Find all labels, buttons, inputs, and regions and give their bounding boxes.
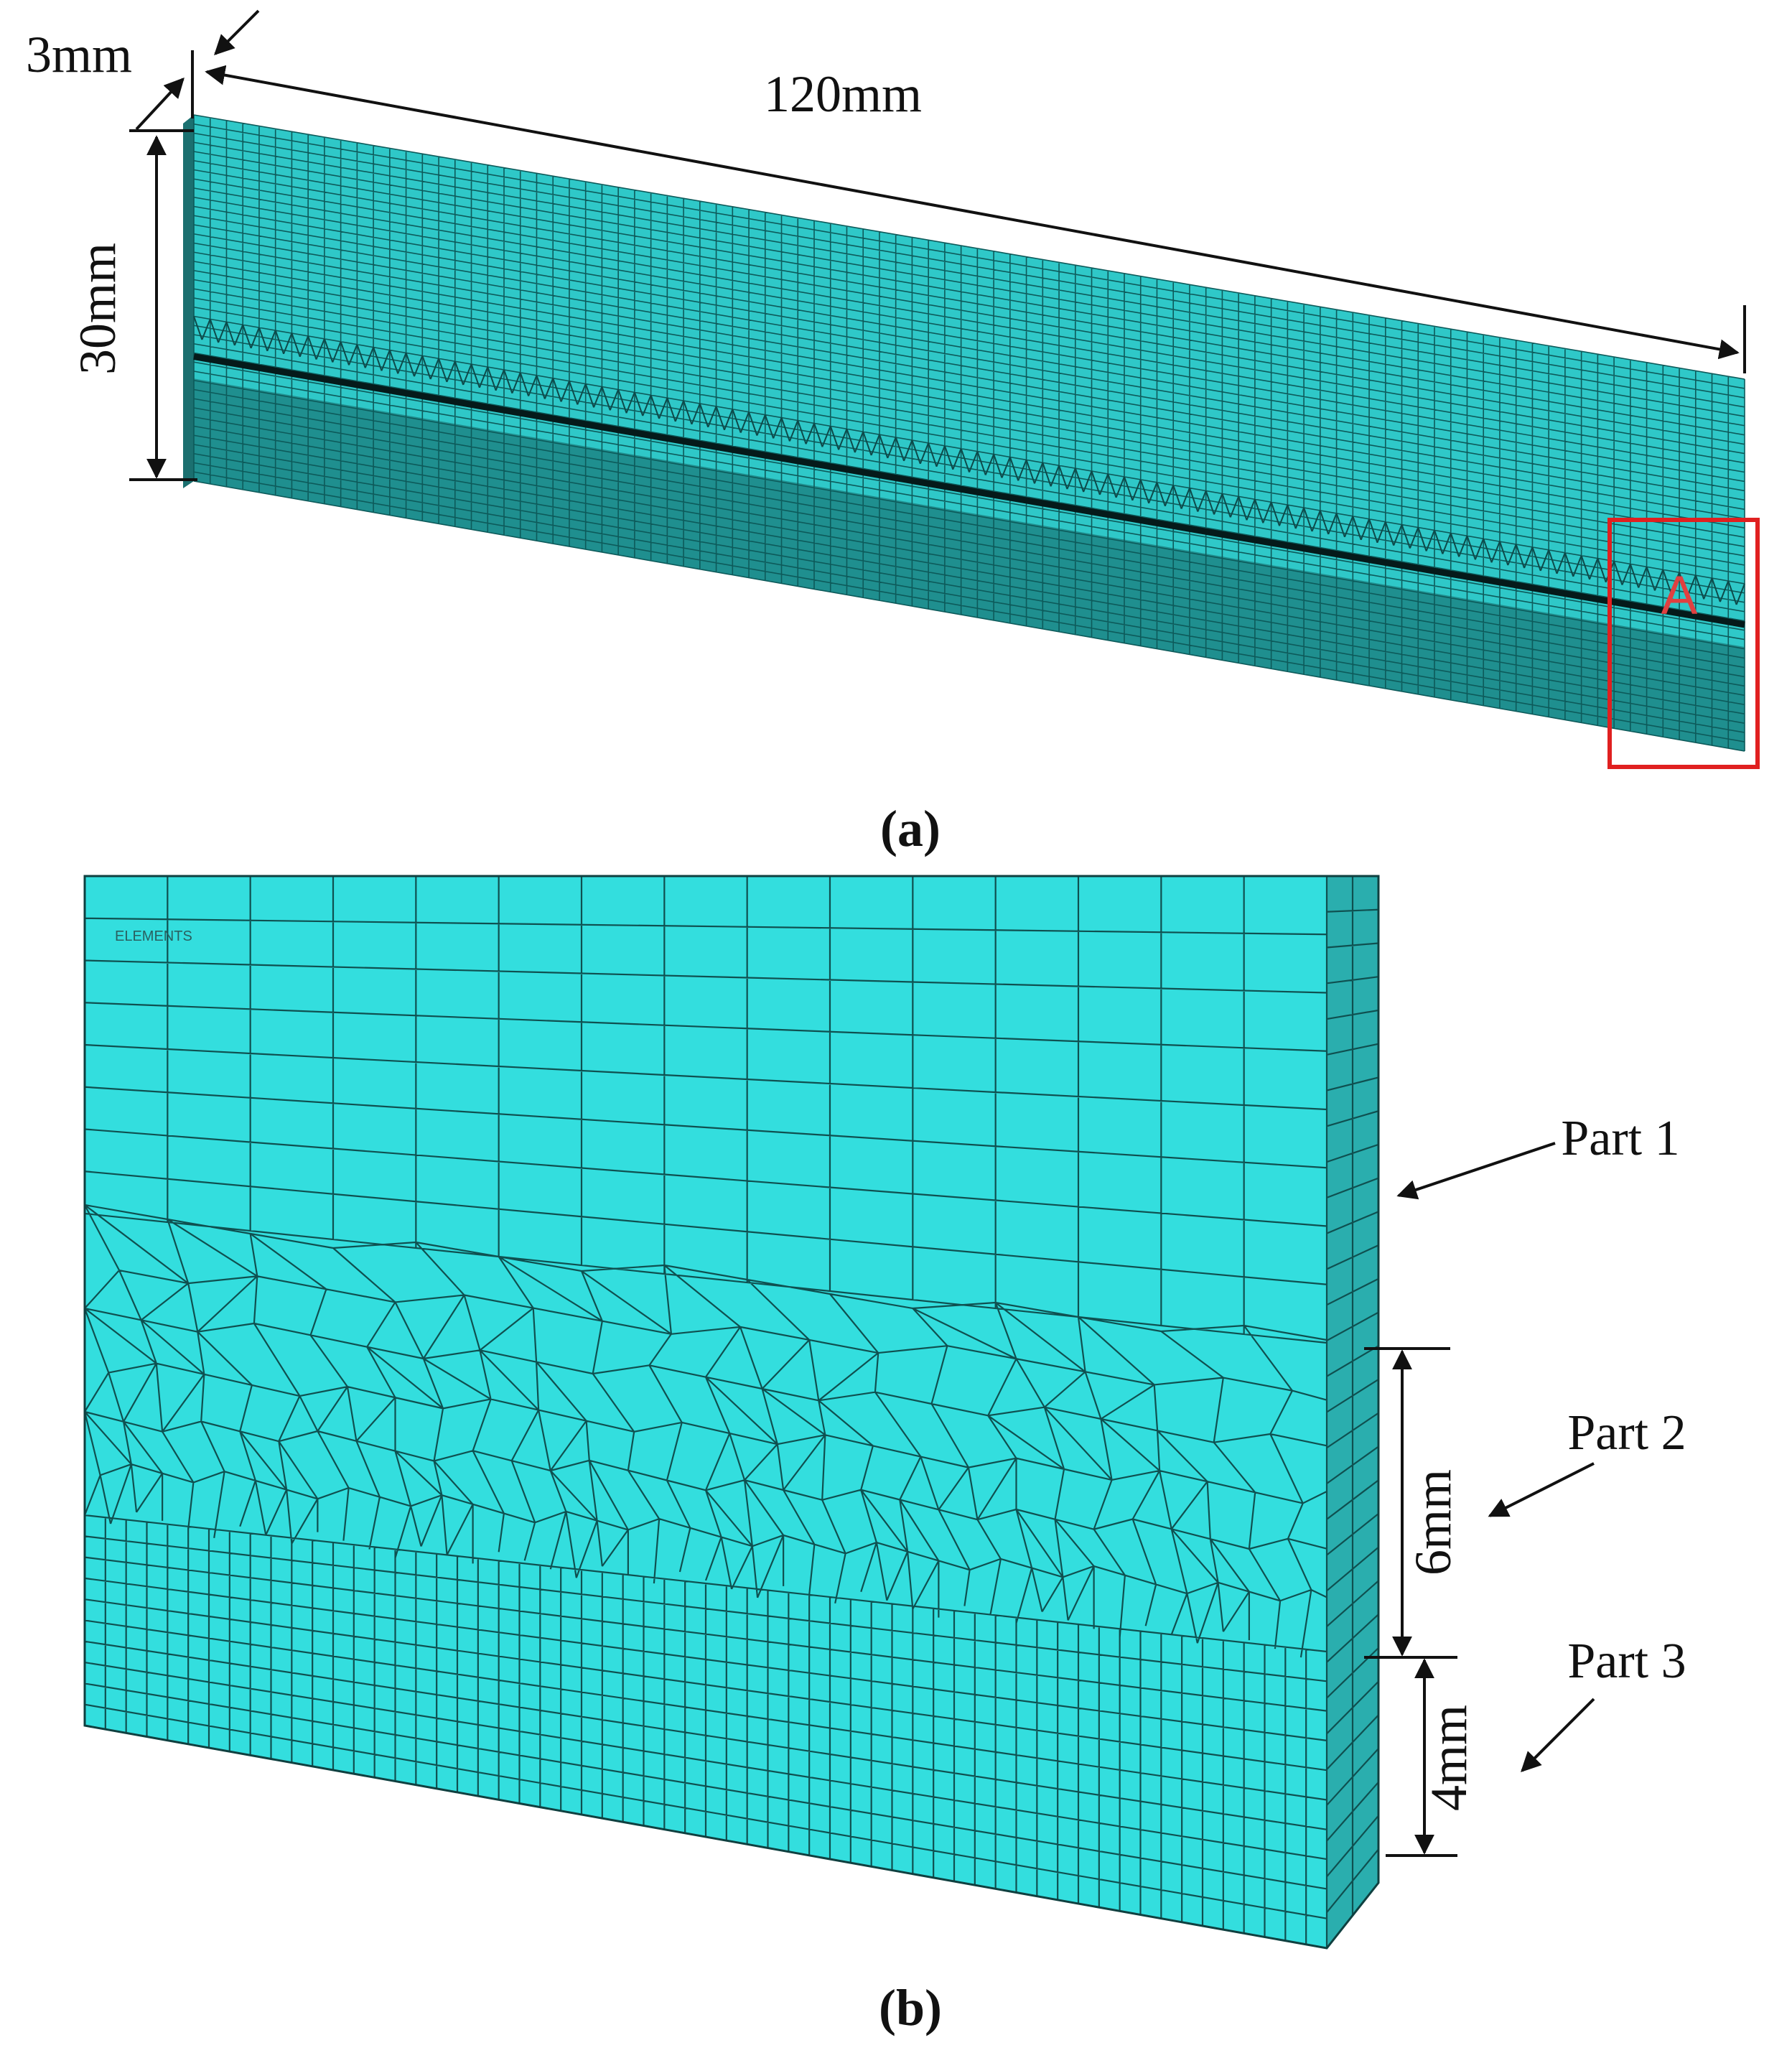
thickness-arrow (135, 77, 185, 131)
part2-height-label: 6mm (1404, 1469, 1462, 1575)
part3-height-label: 4mm (1420, 1705, 1478, 1811)
part-label: Part 3 (1567, 1634, 1686, 1689)
caption: (a) (880, 800, 941, 857)
thickness-label: 3mm (26, 26, 132, 83)
part-label: Part 1 (1561, 1111, 1679, 1166)
detail-label: A (1661, 565, 1698, 626)
part-arrow (1396, 1142, 1556, 1200)
length-dimension (205, 65, 1740, 360)
beam-end (183, 115, 194, 488)
height-label: 30mm (69, 243, 126, 375)
detail-box (1607, 518, 1760, 769)
part-arrow (1488, 1462, 1595, 1517)
detail-mesh (83, 875, 1380, 1950)
thickness-arrow (214, 9, 260, 55)
weld-line (193, 353, 1745, 628)
element-label: ELEMENTS (115, 928, 192, 944)
beam-lower (194, 378, 1745, 751)
part-arrow (1521, 1698, 1595, 1772)
outline (83, 875, 1380, 1950)
part-label: Part 2 (1567, 1405, 1686, 1461)
caption: (b) (879, 1979, 942, 2036)
length-label: 120mm (764, 65, 922, 123)
